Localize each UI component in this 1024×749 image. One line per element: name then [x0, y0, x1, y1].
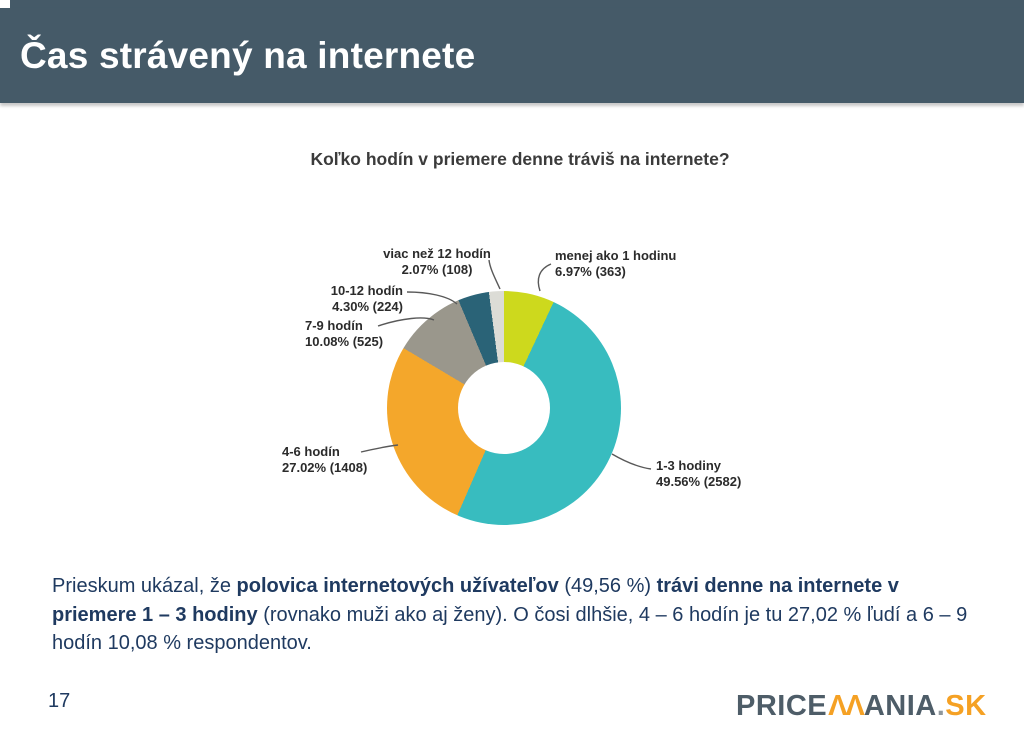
chart-label-4-6-hodin: 4-6 hodín 27.02% (1408) — [282, 444, 367, 475]
chart-title: Koľko hodín v priemere denne tráviš na i… — [310, 149, 730, 169]
chart-label-viac-nez-12-hodin: viac než 12 hodín 2.07% (108) — [372, 246, 502, 277]
chart-label-name: menej ako 1 hodinu — [555, 248, 677, 263]
chart-label-name: 7-9 hodín — [305, 318, 363, 333]
leader-line-10-12 — [406, 291, 458, 305]
chart-label-value: 2.07% (108) — [401, 261, 473, 277]
logo-dot: . — [936, 690, 946, 722]
summary-text-run: Prieskum ukázal, že — [52, 575, 237, 597]
chart-label-value: 10.08% (525) — [305, 333, 384, 349]
logo-text-price: PRICE — [736, 690, 828, 722]
logo-m-glyph: ΛΛ — [828, 690, 865, 722]
leader-line-menej-ako-1 — [537, 263, 552, 292]
summary-text-run: (rovnako muži ako aj ženy). O čosi dlhši… — [52, 603, 968, 655]
summary-paragraph: Prieskum ukázal, že polovica internetový… — [52, 572, 982, 658]
chart-label-value: 27.02% (1408) — [282, 459, 368, 475]
chart-label-name: 1-3 hodiny — [656, 458, 722, 473]
chart-label-value: 6.97% (363) — [555, 263, 626, 279]
logo-text-ania: ANIA — [863, 690, 937, 722]
slide-header: Čas strávený na internete — [0, 8, 1024, 103]
summary-bold-run: polovica internetových užívateľov — [236, 575, 559, 597]
chart-label-value: 4.30% (224) — [332, 298, 403, 314]
chart-label-1-3-hodiny: 1-3 hodiny 49.56% (2582) — [656, 458, 741, 489]
chart-label-10-12-hodin: 10-12 hodín 4.30% (224) — [331, 283, 403, 314]
logo-text-sk: SK — [945, 690, 987, 722]
leader-line-1-3 — [611, 453, 652, 470]
pricemania-logo: PRICEΛΛANIA.SK — [736, 690, 987, 723]
summary-text-run: (49,56 %) — [558, 575, 657, 597]
chart-label-value: 49.56% (2582) — [656, 473, 742, 489]
header-top-strip — [10, 0, 1024, 9]
page-number: 17 — [48, 690, 71, 712]
donut-chart — [387, 291, 621, 525]
chart-label-name: viac než 12 hodín — [383, 246, 491, 261]
chart-label-menej-ako-1-hodinu: menej ako 1 hodinu 6.97% (363) — [555, 248, 676, 279]
chart-label-7-9-hodin: 7-9 hodín 10.08% (525) — [305, 318, 383, 349]
page-title: Čas strávený na internete — [20, 34, 476, 76]
chart-label-name: 4-6 hodín — [282, 444, 340, 459]
summary-bold-run: trávi denne na internete v priemere 1 – … — [52, 575, 899, 626]
donut-hole — [458, 362, 550, 454]
chart-label-name: 10-12 hodín — [330, 283, 403, 298]
